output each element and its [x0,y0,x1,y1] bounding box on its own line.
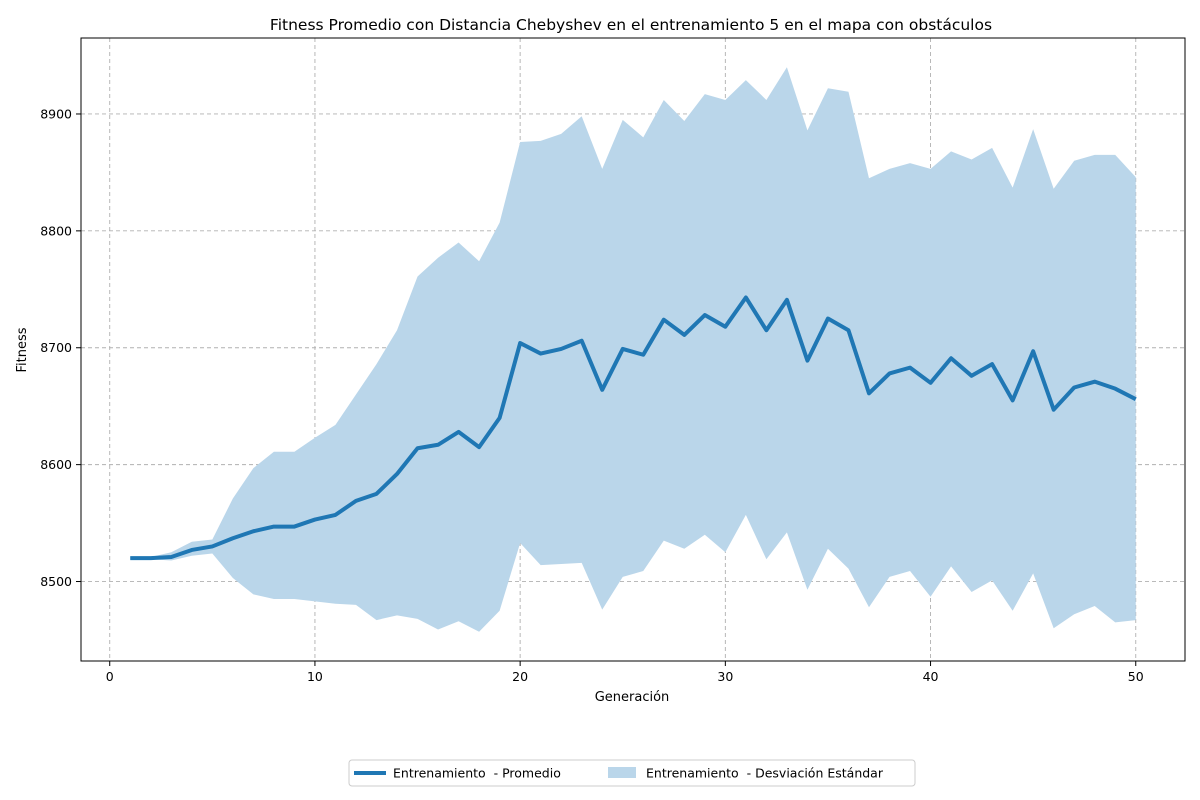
y-tick-label: 8700 [40,340,72,355]
y-tick-label: 8500 [40,574,72,589]
y-tick-label: 8900 [40,106,72,121]
y-axis-label: Fitness [15,327,30,372]
legend-label-std: Entrenamiento - Desviación Estándar [646,766,884,781]
y-tick-label: 8600 [40,457,72,472]
x-tick-label: 10 [307,669,323,684]
mean-line-layer [130,295,1137,561]
x-axis-ticks: 0 10 20 30 40 50 [106,661,1144,684]
x-tick-label: 40 [923,669,939,684]
y-axis-ticks: 8500 8600 8700 8800 8900 [40,106,81,589]
plot-frame [80,37,1186,662]
std-deviation-band [130,67,1136,632]
x-axis-label: Generación [595,690,670,705]
chart-title: Fitness Promedio con Distancia Chebyshev… [270,16,992,34]
std-band-layer [130,67,1136,632]
y-tick-label: 8800 [40,223,72,238]
legend-label-mean: Entrenamiento - Promedio [393,766,561,781]
legend-band-swatch [608,767,636,778]
x-tick-label: 20 [512,669,528,684]
mean-fitness-line [130,295,1137,561]
x-tick-label: 30 [717,669,733,684]
x-tick-label: 0 [106,669,114,684]
legend: Entrenamiento - Promedio Entrenamiento -… [348,759,916,787]
x-tick-label: 50 [1128,669,1144,684]
